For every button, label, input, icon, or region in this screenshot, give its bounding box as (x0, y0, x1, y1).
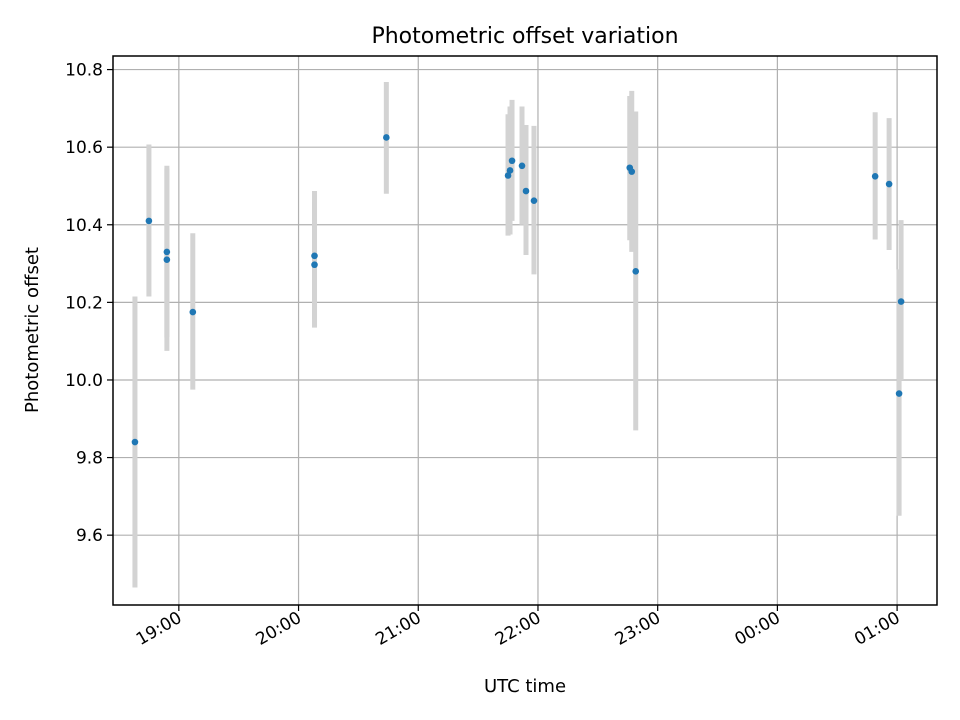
data-points (131, 134, 905, 446)
y-axis: 9.6 9.8 10.0 10.2 10.4 10.6 10.8 (65, 61, 113, 546)
data-point (506, 167, 514, 174)
data-point (504, 172, 512, 179)
data-point (383, 134, 390, 141)
data-point (311, 261, 318, 269)
data-point (530, 197, 538, 205)
data-point (145, 217, 153, 225)
y-tick-label: 10.2 (65, 293, 103, 313)
data-point (131, 438, 139, 446)
y-tick-label: 10.4 (65, 216, 103, 236)
data-point (518, 162, 526, 170)
data-point (628, 168, 636, 175)
data-point (163, 256, 171, 263)
y-tick-label: 10.0 (65, 371, 103, 391)
y-tick-label: 10.6 (65, 138, 103, 158)
y-axis-label: Photometric offset (22, 247, 43, 413)
data-point (895, 390, 903, 397)
y-tick-label: 9.6 (76, 526, 103, 546)
y-tick-label: 10.8 (65, 61, 103, 81)
data-point (189, 308, 197, 316)
data-point (897, 298, 905, 305)
data-point (885, 180, 893, 188)
plot-frame (112, 55, 938, 606)
chart-title: Photometric offset variation (371, 24, 678, 49)
data-point (163, 248, 171, 256)
data-point (311, 252, 318, 260)
x-axis-label: UTC time (484, 676, 566, 697)
data-point (871, 172, 879, 180)
data-point (522, 187, 530, 195)
data-point (508, 157, 516, 165)
y-tick-label: 9.8 (76, 449, 103, 469)
data-point (632, 268, 640, 275)
